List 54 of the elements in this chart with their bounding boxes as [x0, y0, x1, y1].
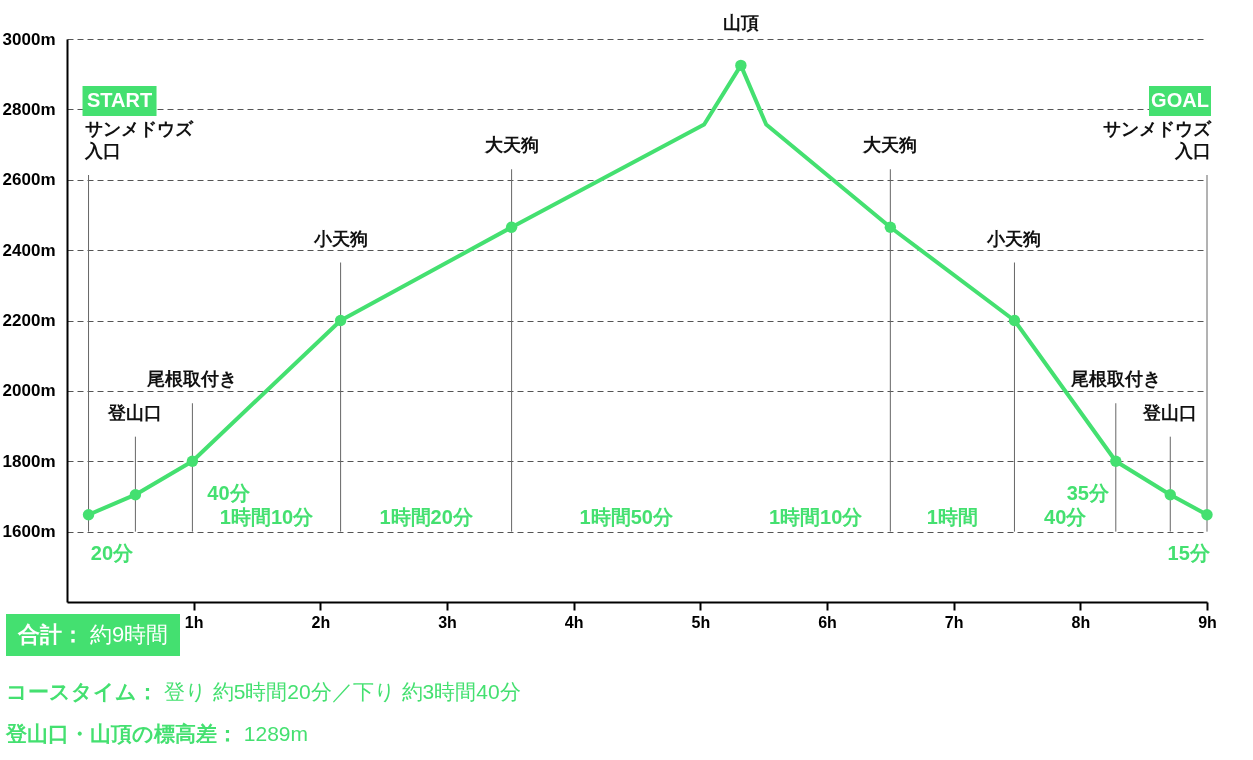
text: 山頂	[722, 13, 759, 33]
annotation: 1時間10分	[219, 505, 315, 528]
y-tick-label: 1600m	[2, 522, 56, 542]
point	[1110, 455, 1122, 467]
x-tick-label: 3h	[438, 613, 457, 631]
y-tick-label: 1800m	[2, 451, 56, 471]
y-tick-label: 2600m	[2, 170, 56, 190]
point	[735, 59, 747, 72]
x-tick-label: 6h	[818, 613, 837, 631]
y-tick-label: 2000m	[2, 381, 56, 401]
annotation: 登山口	[1142, 402, 1198, 423]
annotation: 1時間10分	[768, 505, 864, 528]
annotation: 1時間20分	[379, 505, 474, 528]
annotation: 登山口	[107, 402, 163, 423]
annotation: 15分	[1167, 541, 1211, 564]
point	[1164, 488, 1176, 501]
point	[129, 488, 142, 501]
point	[884, 221, 897, 233]
annotation: サンメドウズ入口	[1103, 119, 1212, 161]
annotation: 小天狗	[986, 228, 1042, 249]
annotation: 1時間50分	[579, 505, 674, 528]
x-tick-label: 8h	[1071, 613, 1091, 631]
annotation: 1時間	[926, 505, 978, 528]
annotation: サンメドウズ入口	[83, 119, 194, 161]
point	[334, 314, 347, 327]
annotation: 尾根取付き	[1069, 369, 1161, 390]
annotation: 35分	[1066, 481, 1110, 504]
annotation: 40分	[1044, 505, 1088, 528]
annotation: 大天狗	[862, 135, 918, 156]
x-tick-label: 5h	[691, 613, 711, 631]
annotation: 尾根取付き	[146, 369, 238, 390]
annotation: GOAL	[1151, 89, 1209, 111]
annotation: START	[86, 89, 153, 111]
point	[1008, 314, 1021, 327]
x-tick-label: 9h	[1198, 613, 1217, 631]
annotation: 小天狗	[312, 228, 368, 249]
x-tick-label: 2h	[311, 613, 331, 631]
point	[1201, 509, 1213, 521]
y-tick-label: 3000m	[2, 29, 56, 49]
y-tick-label: 2200m	[2, 311, 56, 330]
point	[186, 455, 199, 467]
text: 登山口・山頂の標高差：1289m	[6, 721, 310, 747]
annotation: 20分	[90, 541, 135, 564]
x-tick-label: 7h	[944, 613, 964, 631]
x-tick-label: 1h	[184, 613, 204, 631]
x-tick-label: 4h	[564, 613, 584, 631]
annotation: 大天狗	[483, 135, 539, 156]
annotation: 40分	[207, 481, 251, 504]
text: コースタイム：登り 約5時間20分／下り 約3時間40分	[6, 679, 521, 705]
text: 合計：約9時間	[6, 614, 181, 656]
point	[505, 221, 518, 233]
y-tick-label: 2400m	[2, 240, 56, 260]
y-tick-label: 2800m	[2, 99, 56, 119]
point	[82, 509, 95, 521]
